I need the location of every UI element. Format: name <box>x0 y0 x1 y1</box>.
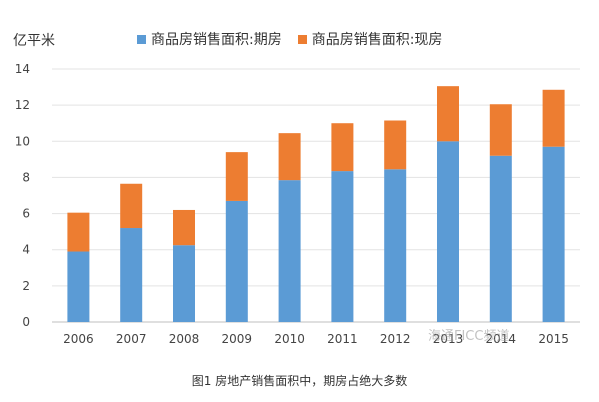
bar-segment-completed <box>437 86 459 142</box>
y-tick-label: 12 <box>15 98 30 112</box>
watermark: 海通FICC频道 <box>428 329 510 344</box>
x-tick-label: 2010 <box>274 332 305 346</box>
x-tick-label: 2015 <box>538 332 569 346</box>
y-tick-label: 6 <box>22 207 30 221</box>
legend: 商品房销售面积:期房 商品房销售面积:现房 <box>137 29 442 49</box>
bar-segment-completed <box>278 133 301 181</box>
x-tick-label: 2008 <box>169 332 200 346</box>
bar-segment-presale <box>542 146 565 322</box>
x-tick-label: 2012 <box>380 332 411 346</box>
y-tick-label: 8 <box>22 170 30 184</box>
bar-segment-presale <box>384 169 407 322</box>
bar-segment-presale <box>489 155 512 322</box>
legend-label-completed: 商品房销售面积:现房 <box>311 32 443 48</box>
bar-segment-completed <box>489 104 512 156</box>
bar-segment-presale <box>120 228 143 322</box>
legend-item-completed: 商品房销售面积:现房 <box>297 29 443 49</box>
bar-segment-presale <box>331 171 354 322</box>
y-axis-unit-label: 亿平米 <box>13 33 55 49</box>
legend-label-presale: 商品房销售面积:期房 <box>151 32 282 48</box>
y-tick-label: 10 <box>15 134 30 148</box>
x-tick-label: 2014 <box>486 332 517 346</box>
bar-segment-presale <box>67 251 90 322</box>
legend-swatch-presale <box>137 34 146 44</box>
x-tick-label: 2006 <box>63 332 94 346</box>
y-tick-label: 2 <box>22 279 30 293</box>
figure-caption: 图1 房地产销售面积中，期房占绝大多数 <box>191 374 408 388</box>
y-tick-label: 14 <box>15 62 30 76</box>
x-tick-label: 2007 <box>116 332 147 346</box>
bar-segment-presale <box>437 141 459 322</box>
bar-segment-presale <box>173 245 195 322</box>
bar-segment-completed <box>542 89 565 147</box>
bar-segment-presale <box>278 180 301 322</box>
x-tick-label: 2011 <box>327 332 358 346</box>
bar-segment-completed <box>331 123 354 172</box>
legend-item-presale: 商品房销售面积:期房 <box>137 29 282 49</box>
y-tick-label: 0 <box>22 315 30 329</box>
bar-segment-completed <box>225 152 248 201</box>
x-tick-label: 2009 <box>222 332 253 346</box>
legend-swatch-completed <box>297 34 307 44</box>
bar-segment-completed <box>173 209 195 246</box>
bar-segment-completed <box>120 183 143 229</box>
bar-segment-presale <box>225 200 248 322</box>
bar-segment-completed <box>384 120 407 170</box>
bar-segment-completed <box>67 212 90 252</box>
y-tick-label: 4 <box>22 243 30 257</box>
x-tick-label: 2013 <box>433 332 464 346</box>
